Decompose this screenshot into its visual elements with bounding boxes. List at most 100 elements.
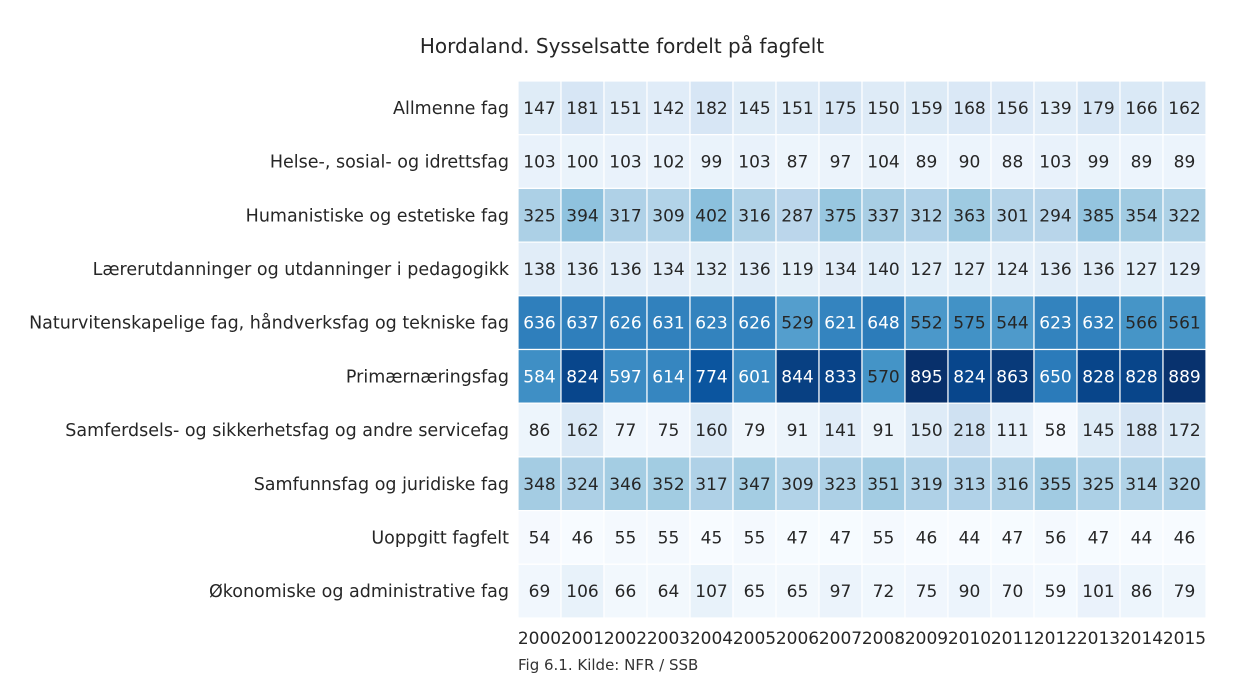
heatmap-cell <box>904 348 949 404</box>
cell-value-label: 544 <box>996 314 1028 334</box>
cell-value-label: 142 <box>652 99 684 119</box>
cell-value-label: 895 <box>910 367 942 387</box>
cell-value-label: 151 <box>781 99 813 119</box>
heatmap-cell <box>861 187 906 243</box>
cell-value-label: 79 <box>744 421 766 441</box>
heatmap-cell <box>1076 80 1121 136</box>
cell-value-label: 172 <box>1168 421 1200 441</box>
cell-value-label: 103 <box>609 153 641 173</box>
cell-value-label: 75 <box>916 582 938 602</box>
cell-value-label: 90 <box>959 153 981 173</box>
heatmap-cell <box>732 348 777 404</box>
heatmap-cell <box>689 510 734 565</box>
heatmap-cell <box>646 510 691 565</box>
cell-value-label: 129 <box>1168 260 1200 280</box>
heatmap-cell <box>1076 134 1121 189</box>
heatmap-cell <box>560 241 605 297</box>
heatmap-cell <box>775 348 820 404</box>
cell-value-label: 774 <box>695 367 727 387</box>
cell-value-label: 91 <box>787 421 809 441</box>
cell-value-label: 45 <box>701 528 723 548</box>
x-tick-label: 2010 <box>948 629 991 649</box>
cell-value-label: 103 <box>523 153 555 173</box>
cell-value-label: 102 <box>652 153 684 173</box>
heatmap-cell <box>517 241 562 297</box>
chart-title: Hordaland. Sysselsatte fordelt på fagfel… <box>419 34 825 58</box>
cell-value-label: 648 <box>867 314 899 334</box>
cell-value-label: 575 <box>953 314 985 334</box>
cell-value-label: 56 <box>1045 528 1067 548</box>
cell-value-label: 64 <box>658 582 680 602</box>
x-tick-label: 2004 <box>690 629 733 649</box>
heatmap-cell <box>990 295 1035 351</box>
heatmap-cell <box>603 134 648 189</box>
cell-value-label: 55 <box>658 528 680 548</box>
cell-value-label: 127 <box>1125 260 1157 280</box>
figure-caption: Fig 6.1. Kilde: NFR / SSB <box>518 656 699 674</box>
cell-value-label: 314 <box>1125 475 1157 495</box>
cell-value-label: 136 <box>1082 260 1114 280</box>
cell-value-label: 355 <box>1039 475 1071 495</box>
cell-value-label: 47 <box>1002 528 1024 548</box>
x-tick-label: 2000 <box>518 629 561 649</box>
heatmap-cell <box>1033 402 1078 458</box>
heatmap-cell <box>904 456 949 512</box>
cell-value-label: 134 <box>824 260 856 280</box>
y-tick-label: Økonomiske og administrative fag <box>209 582 509 602</box>
cell-value-label: 631 <box>652 314 684 334</box>
heatmap-cell <box>1119 295 1164 351</box>
heatmap-cell <box>818 241 863 297</box>
cell-value-label: 584 <box>523 367 555 387</box>
heatmap-cell <box>947 241 992 297</box>
cell-value-label: 162 <box>1168 99 1200 119</box>
heatmap-cell <box>603 80 648 136</box>
heatmap-cell <box>990 80 1035 136</box>
heatmap-cell <box>818 80 863 136</box>
cell-value-label: 601 <box>738 367 770 387</box>
cell-value-label: 100 <box>566 153 598 173</box>
heatmap-cell <box>1076 456 1121 512</box>
heatmap-cell <box>775 241 820 297</box>
heatmap-cell <box>1162 241 1207 297</box>
cell-value-label: 322 <box>1168 206 1200 226</box>
heatmap-cell <box>1119 510 1164 565</box>
heatmap-cell <box>560 134 605 189</box>
cell-value-label: 218 <box>953 421 985 441</box>
cell-value-label: 346 <box>609 475 641 495</box>
y-tick-label: Helse-, sosial- og idrettsfag <box>270 153 509 173</box>
cell-value-label: 79 <box>1174 582 1196 602</box>
cell-value-label: 166 <box>1125 99 1157 119</box>
cell-annotations: 147 181 151 142 182 145 151 175 150 159 168 156 139 1… <box>523 99 1200 602</box>
cell-value-label: 287 <box>781 206 813 226</box>
y-tick-label: Uoppgitt fagfelt <box>371 528 509 548</box>
heatmap-cell <box>1162 456 1207 512</box>
cell-value-label: 151 <box>609 99 641 119</box>
cell-value-label: 394 <box>566 206 598 226</box>
cell-value-label: 145 <box>1082 421 1114 441</box>
cell-value-label: 150 <box>867 99 899 119</box>
cell-value-label: 347 <box>738 475 770 495</box>
cell-value-label: 46 <box>572 528 594 548</box>
heatmap-cell <box>1162 348 1207 404</box>
heatmap-cell <box>947 187 992 243</box>
cell-value-label: 124 <box>996 260 1028 280</box>
cell-value-label: 47 <box>1088 528 1110 548</box>
cell-value-label: 354 <box>1125 206 1157 226</box>
cell-value-label: 828 <box>1125 367 1157 387</box>
y-tick-label: Lærerutdanninger og utdanninger i pedago… <box>93 260 510 280</box>
cell-value-label: 181 <box>566 99 598 119</box>
heatmap-cell <box>1119 241 1164 297</box>
cell-value-label: 313 <box>953 475 985 495</box>
heatmap-cell <box>646 402 691 458</box>
cell-value-label: 552 <box>910 314 942 334</box>
cell-value-label: 162 <box>566 421 598 441</box>
heatmap-cell <box>1162 295 1207 351</box>
heatmap-cell <box>689 348 734 404</box>
heatmap-cell <box>775 134 820 189</box>
heatmap-cell <box>818 563 863 619</box>
cell-value-label: 72 <box>873 582 895 602</box>
x-tick-label: 2012 <box>1034 629 1077 649</box>
cell-value-label: 136 <box>738 260 770 280</box>
heatmap-cell <box>646 295 691 351</box>
cell-value-label: 136 <box>1039 260 1071 280</box>
